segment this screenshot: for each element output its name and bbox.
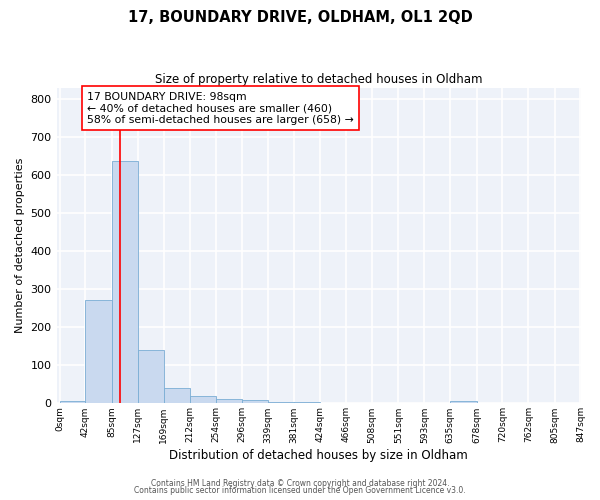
Bar xyxy=(164,388,190,404)
Text: Contains HM Land Registry data © Crown copyright and database right 2024.: Contains HM Land Registry data © Crown c… xyxy=(151,478,449,488)
Bar xyxy=(450,400,476,404)
Text: Contains public sector information licensed under the Open Government Licence v3: Contains public sector information licen… xyxy=(134,486,466,495)
Bar xyxy=(112,161,138,404)
Bar xyxy=(216,399,242,404)
Bar xyxy=(138,350,164,404)
Bar xyxy=(190,396,216,404)
Y-axis label: Number of detached properties: Number of detached properties xyxy=(15,158,25,334)
Text: 17, BOUNDARY DRIVE, OLDHAM, OL1 2QD: 17, BOUNDARY DRIVE, OLDHAM, OL1 2QD xyxy=(128,10,472,25)
Text: 17 BOUNDARY DRIVE: 98sqm
← 40% of detached houses are smaller (460)
58% of semi-: 17 BOUNDARY DRIVE: 98sqm ← 40% of detach… xyxy=(87,92,354,125)
Title: Size of property relative to detached houses in Oldham: Size of property relative to detached ho… xyxy=(155,72,482,86)
Bar xyxy=(294,402,320,404)
Bar xyxy=(242,400,268,404)
Bar xyxy=(59,400,85,404)
Bar xyxy=(85,300,112,404)
X-axis label: Distribution of detached houses by size in Oldham: Distribution of detached houses by size … xyxy=(169,450,468,462)
Bar xyxy=(268,402,294,404)
